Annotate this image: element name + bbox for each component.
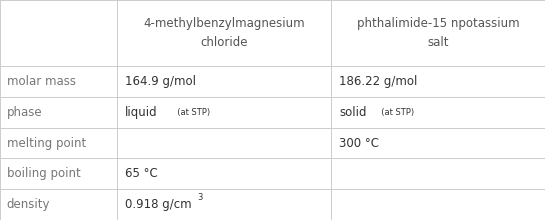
Text: melting point: melting point — [7, 136, 86, 150]
Text: solid: solid — [339, 106, 366, 119]
Text: boiling point: boiling point — [7, 167, 80, 180]
Text: phthalimide-15 npotassium
salt: phthalimide-15 npotassium salt — [356, 18, 519, 48]
Text: molar mass: molar mass — [7, 75, 76, 88]
Text: phase: phase — [7, 106, 42, 119]
Text: (at STP): (at STP) — [376, 108, 414, 117]
Text: liquid: liquid — [125, 106, 158, 119]
Text: 186.22 g/mol: 186.22 g/mol — [339, 75, 417, 88]
Text: density: density — [7, 198, 50, 211]
Text: 300 °C: 300 °C — [339, 136, 379, 150]
Text: (at STP): (at STP) — [172, 108, 210, 117]
Text: 3: 3 — [197, 193, 203, 202]
Text: 164.9 g/mol: 164.9 g/mol — [125, 75, 196, 88]
Text: 0.918 g/cm: 0.918 g/cm — [125, 198, 192, 211]
Text: 4-methylbenzylmagnesium
chloride: 4-methylbenzylmagnesium chloride — [143, 18, 305, 48]
Text: 65 °C: 65 °C — [125, 167, 158, 180]
